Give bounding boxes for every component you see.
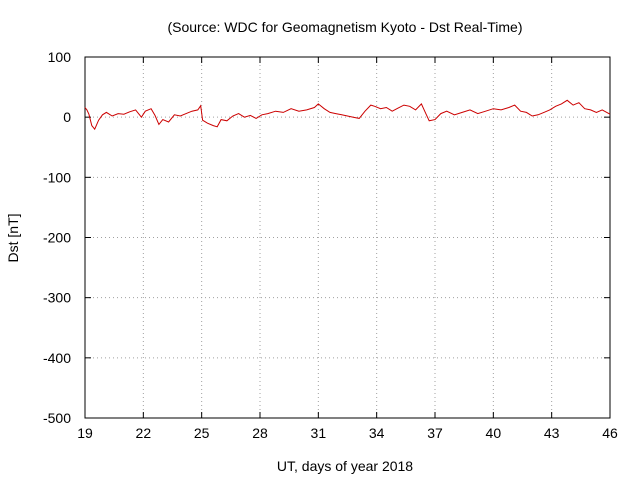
chart-title: (Source: WDC for Geomagnetism Kyoto - Ds…	[167, 19, 522, 35]
x-tick-label: 34	[369, 425, 385, 441]
tick-labels: 19 22 25 28 31 34 37 40 43 46 100 0 -100 -200 -300 -400…	[43, 49, 618, 441]
x-axis-label: UT, days of year 2018	[277, 458, 413, 474]
y-axis-label: Dst [nT]	[5, 213, 21, 262]
x-tick-label: 19	[77, 425, 93, 441]
dst-series-line	[84, 99, 611, 131]
x-tick-label: 31	[311, 425, 327, 441]
y-tick-label: -100	[43, 169, 71, 185]
y-tick-label: -500	[43, 410, 71, 426]
x-tick-label: 25	[194, 425, 210, 441]
y-tick-label: 0	[63, 109, 71, 125]
series-layer	[84, 99, 611, 131]
y-tick-label: -400	[43, 350, 71, 366]
x-tick-label: 22	[136, 425, 152, 441]
y-tick-label: -300	[43, 290, 71, 306]
grid-lines	[85, 57, 610, 418]
y-tick-label: 100	[48, 49, 72, 65]
y-tick-label: -200	[43, 230, 71, 246]
x-tick-label: 46	[602, 425, 618, 441]
x-tick-label: 43	[544, 425, 560, 441]
axes	[84, 56, 611, 419]
x-tick-label: 40	[486, 425, 502, 441]
x-tick-label: 37	[427, 425, 443, 441]
plot-frame	[84, 56, 611, 419]
x-tick-label: 28	[252, 425, 268, 441]
